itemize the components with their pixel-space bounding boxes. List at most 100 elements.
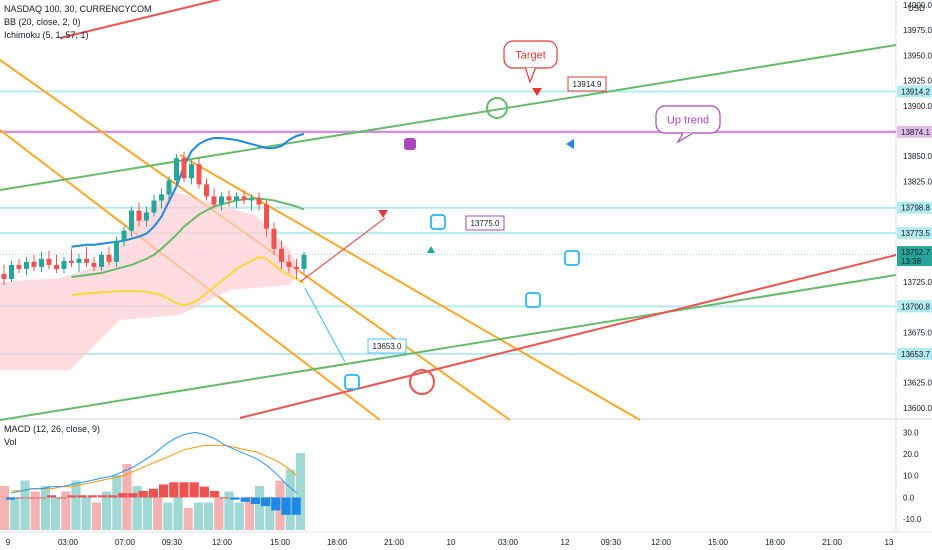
candle-body (189, 164, 194, 179)
macd-tick: 30.0 (903, 428, 919, 437)
candle-body (249, 198, 254, 201)
macd-histogram-bar (67, 495, 77, 498)
candle-body (294, 266, 299, 269)
price-tick: 13675.0 (903, 328, 932, 337)
price-tick: 13825.0 (903, 177, 932, 186)
currency-label: USD (908, 4, 925, 13)
price-tick: 13725.0 (903, 278, 932, 287)
time-tick: 15:00 (708, 538, 729, 547)
candle-body (24, 261, 29, 269)
time-tick: 13 (885, 538, 894, 547)
time-tick: 21:00 (384, 538, 405, 547)
candle-body (121, 230, 127, 241)
volume-bar (142, 491, 152, 530)
volume-bar (20, 480, 30, 530)
trend-line (239, 254, 897, 419)
candle-body (204, 184, 209, 197)
price-tag-bg (897, 227, 932, 240)
price-tick: 14000.0 (903, 1, 932, 10)
label-13653: 13653.0 (373, 342, 402, 351)
last-price-tag (897, 246, 932, 267)
candle-body (91, 262, 97, 267)
candle-body (99, 254, 104, 267)
macd-histogram-bar (291, 497, 301, 515)
label-13653-box (367, 338, 407, 354)
macd-histogram-bar (159, 484, 169, 498)
candle-body (84, 258, 89, 263)
volume-bar (102, 491, 112, 530)
price-tick: 13900.0 (903, 102, 932, 111)
bb-lower-line (71, 255, 305, 307)
candle-body (1, 273, 7, 280)
macd-histogram-bar (230, 497, 240, 500)
macd-histogram-bar (148, 488, 158, 498)
trend-line (59, 0, 222, 39)
time-tick: 09:30 (162, 538, 183, 547)
time-tick: 21:00 (822, 538, 843, 547)
candle-body (174, 158, 179, 181)
price-tick: 13975.0 (903, 26, 932, 35)
price-tag: 13773.5 (901, 229, 930, 238)
volume-bar (295, 453, 305, 530)
macd-signal-line (11, 444, 298, 492)
macd-tick: -10.0 (903, 515, 922, 524)
bb-basis-line (71, 197, 305, 278)
symbol-legend[interactable]: NASDAQ 100, 30, CURRENCYCOM (4, 4, 152, 14)
macd-histogram-bar (210, 490, 220, 498)
price-tick: 13925.0 (903, 77, 932, 86)
candle-body (129, 210, 134, 231)
volume-bar (30, 491, 40, 530)
price-tag-bg (897, 300, 932, 313)
label-13914: 13914.9 (573, 80, 602, 89)
volume-bar (193, 502, 203, 530)
macd-histogram-bar (271, 497, 281, 511)
pointing-hand-icon (430, 214, 446, 230)
candle-body (61, 260, 67, 269)
bb-legend[interactable]: BB (20, close, 2, 0) (4, 17, 81, 27)
candle-body (54, 264, 59, 269)
ichimoku-cloud (0, 190, 300, 370)
macd-tick: 0.0 (903, 493, 915, 502)
candle-body (16, 264, 22, 269)
macd-histogram-bar (118, 493, 128, 498)
candle-body (76, 258, 82, 263)
candle-body (39, 258, 44, 267)
candle-body (234, 196, 239, 201)
macd-line (10, 431, 298, 494)
volume-bar (61, 491, 71, 530)
target-callout: Target (515, 50, 546, 62)
time-tick: 07:00 (115, 538, 136, 547)
candle-body (241, 196, 247, 201)
price-tag: 13798.8 (901, 204, 930, 213)
left-arrow-icon (566, 139, 574, 149)
candle-body (286, 261, 292, 267)
volume-bar (265, 497, 275, 530)
volume-bar (71, 480, 81, 530)
vol-legend[interactable]: Vol (4, 437, 17, 447)
macd-histogram-bar (250, 497, 260, 504)
candle-body (159, 194, 164, 201)
price-tag: 13700.8 (901, 302, 930, 311)
volume-bar (204, 502, 214, 530)
time-tick: 03:00 (498, 538, 519, 547)
candle-body (69, 260, 74, 263)
trend-line (0, 44, 897, 191)
macd-histogram-bar (138, 490, 148, 498)
macd-legend[interactable]: MACD (12, 26, close, 9) (4, 424, 101, 434)
price-tag: 13914.2 (901, 87, 930, 96)
candle-body (279, 248, 284, 262)
label-13775-box (465, 215, 505, 231)
macd-histogram-bar (87, 495, 97, 498)
ichimoku-legend[interactable]: Ichimoku (5, 1, 57, 1) (4, 30, 89, 40)
up-arrow-icon (427, 246, 435, 253)
countdown: 13:38 (901, 257, 922, 266)
macd-histogram-bar (128, 493, 138, 498)
volume-bar (40, 486, 50, 530)
volume-bar (214, 497, 224, 530)
macd-histogram-bar (189, 482, 199, 498)
macd-histogram-bar (261, 497, 271, 507)
candle-body (181, 158, 187, 179)
macd-tick: 20.0 (903, 450, 919, 459)
macd-histogram-bar (169, 482, 179, 498)
